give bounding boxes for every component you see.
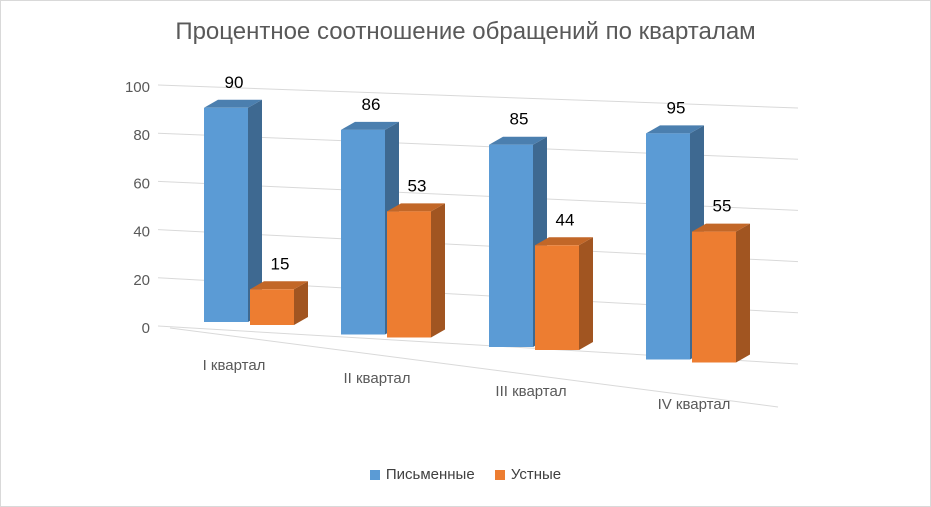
bar bbox=[341, 129, 385, 335]
category-label: I квартал bbox=[203, 357, 266, 374]
bar bbox=[692, 231, 736, 363]
chart-title: Процентное соотношение обращений по квар… bbox=[175, 18, 756, 45]
bar-top bbox=[535, 237, 593, 246]
legend-label-written: Письменные bbox=[385, 466, 475, 483]
plot-area: 0 20 40 60 80 100 I квартал II квартал III квар… bbox=[125, 73, 799, 413]
y-tick-label: 0 bbox=[142, 320, 150, 337]
bar-top bbox=[692, 223, 750, 232]
bar-top bbox=[489, 136, 547, 145]
data-label: 55 bbox=[713, 197, 732, 216]
y-tick-label: 40 bbox=[133, 224, 150, 241]
y-tick-label: 20 bbox=[133, 272, 150, 289]
bar bbox=[535, 245, 579, 350]
bar-top bbox=[341, 121, 399, 130]
floor-line bbox=[169, 327, 779, 408]
legend: Письменные Устные bbox=[0, 466, 931, 484]
bar bbox=[489, 144, 533, 347]
bar-top bbox=[646, 125, 704, 134]
bar bbox=[646, 133, 690, 360]
legend-item-written: Письменные bbox=[369, 466, 475, 483]
bar-top bbox=[204, 99, 262, 108]
legend-swatch-oral bbox=[494, 469, 505, 480]
gridline bbox=[157, 84, 799, 109]
category-label: IV квартал bbox=[658, 396, 731, 413]
bar-top bbox=[387, 203, 445, 212]
data-label: 95 bbox=[667, 98, 686, 117]
bar-side bbox=[736, 223, 750, 363]
bar-side bbox=[294, 281, 308, 325]
bar bbox=[250, 289, 294, 325]
y-tick-label: 60 bbox=[133, 175, 150, 192]
data-label: 44 bbox=[556, 210, 575, 229]
data-label: 85 bbox=[510, 110, 529, 129]
y-tick-label: 80 bbox=[133, 127, 150, 144]
data-label: 86 bbox=[362, 95, 381, 114]
bar-side bbox=[579, 237, 593, 350]
data-label: 90 bbox=[225, 73, 244, 92]
legend-label-oral: Устные bbox=[510, 466, 562, 483]
y-tick-label: 100 bbox=[125, 79, 150, 96]
category-label: III квартал bbox=[495, 383, 566, 400]
bar bbox=[204, 107, 248, 322]
legend-item-oral: Устные bbox=[494, 466, 562, 483]
bar-side bbox=[248, 99, 262, 322]
data-label: 15 bbox=[271, 254, 290, 273]
bar bbox=[387, 211, 431, 338]
legend-swatch-written bbox=[369, 469, 380, 480]
data-label: 53 bbox=[408, 176, 427, 195]
category-label: II квартал bbox=[343, 370, 410, 387]
bar-side bbox=[431, 203, 445, 338]
bar-top bbox=[250, 281, 308, 290]
